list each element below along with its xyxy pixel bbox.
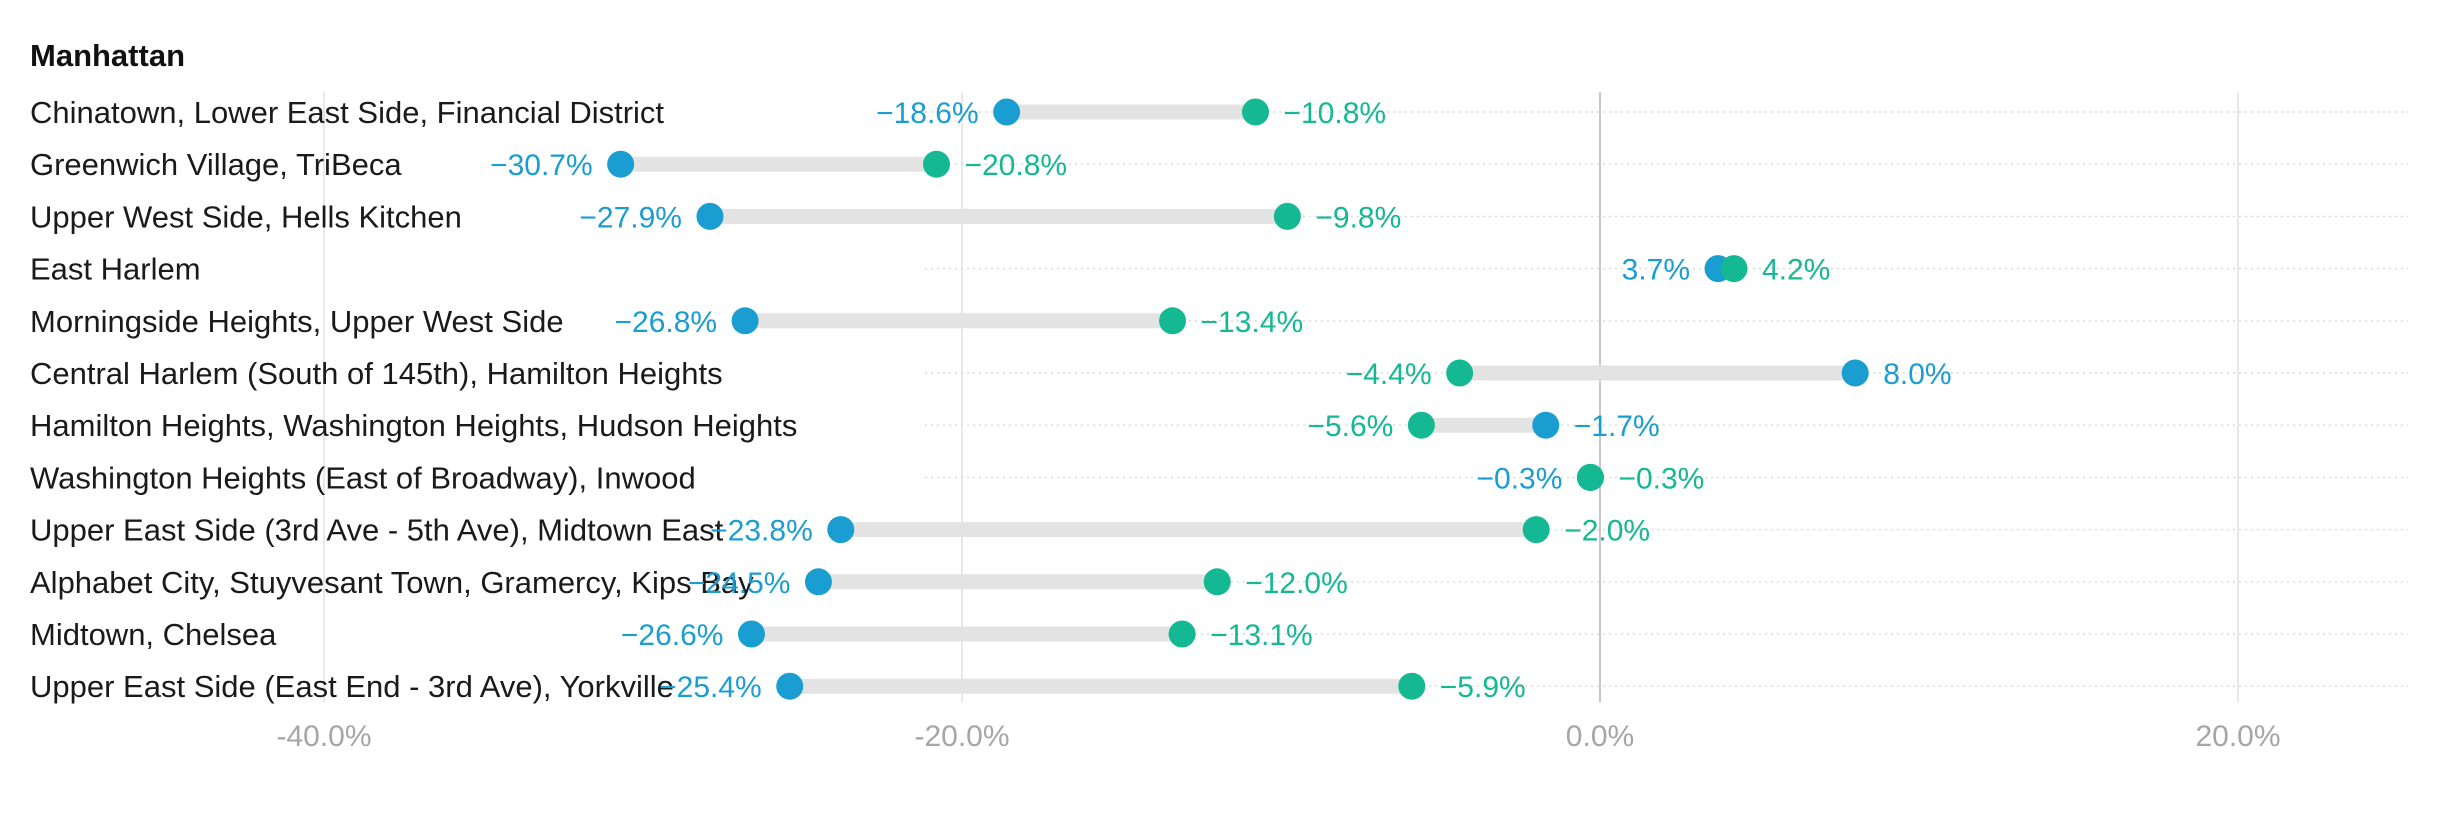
green-point (1168, 620, 1196, 648)
green-point (1203, 568, 1231, 596)
blue-value-label: −24.5% (688, 567, 791, 600)
green-point (1720, 255, 1748, 283)
row-label: Chinatown, Lower East Side, Financial Di… (30, 95, 664, 130)
green-value-label: −13.4% (1201, 306, 1304, 339)
row-label: Upper East Side (East End - 3rd Ave), Yo… (30, 669, 674, 704)
row-label: Central Harlem (South of 145th), Hamilto… (30, 356, 723, 391)
blue-value-label: −30.7% (490, 149, 593, 182)
green-value-label: −13.1% (1210, 619, 1313, 652)
blue-value-label: −26.8% (614, 306, 717, 339)
green-value-label: 4.2% (1762, 254, 1830, 287)
green-point (1398, 672, 1426, 700)
row-label: Greenwich Village, TriBeca (30, 147, 402, 182)
blue-point (607, 150, 635, 178)
blue-value-label: −23.8% (710, 515, 813, 548)
blue-point (731, 307, 759, 335)
blue-point (804, 568, 832, 596)
blue-point (1532, 411, 1560, 439)
row-label: Midtown, Chelsea (30, 617, 277, 652)
green-point (1576, 463, 1604, 491)
green-value-label: −10.8% (1283, 97, 1386, 130)
blue-value-label: −1.7% (1574, 410, 1660, 443)
green-value-label: −9.8% (1315, 201, 1401, 234)
blue-point (827, 516, 855, 544)
blue-value-label: −18.6% (876, 97, 979, 130)
chart-title: Manhattan (30, 38, 185, 73)
blue-point (737, 620, 765, 648)
x-tick-label: -40.0% (276, 720, 371, 753)
x-tick-label: 20.0% (2195, 720, 2280, 753)
green-point (1273, 202, 1301, 230)
green-point (1159, 307, 1187, 335)
blue-point (696, 202, 724, 230)
blue-value-label: −25.4% (659, 671, 762, 704)
blue-value-label: −0.3% (1477, 462, 1563, 495)
x-tick-label: 0.0% (1566, 720, 1634, 753)
green-value-label: −5.6% (1307, 410, 1393, 443)
row-label: East Harlem (30, 252, 201, 287)
blue-point (776, 672, 804, 700)
row-label: Upper East Side (3rd Ave - 5th Ave), Mid… (30, 513, 724, 548)
green-point (1446, 359, 1474, 387)
green-point (1522, 516, 1550, 544)
blue-value-label: 8.0% (1883, 358, 1951, 391)
green-value-label: −12.0% (1245, 567, 1348, 600)
green-value-label: −0.3% (1618, 462, 1704, 495)
green-point (1241, 98, 1269, 126)
green-value-label: −5.9% (1440, 671, 1526, 704)
blue-value-label: −27.9% (579, 201, 682, 234)
green-value-label: −4.4% (1346, 358, 1432, 391)
x-tick-label: -20.0% (914, 720, 1009, 753)
row-label: Washington Heights (East of Broadway), I… (30, 460, 696, 495)
row-label: Upper West Side, Hells Kitchen (30, 199, 462, 234)
blue-point (1841, 359, 1869, 387)
blue-value-label: −26.6% (621, 619, 724, 652)
row-label: Hamilton Heights, Washington Heights, Hu… (30, 408, 797, 443)
green-value-label: −20.8% (964, 149, 1067, 182)
row-label: Morningside Heights, Upper West Side (30, 304, 564, 339)
green-point (1407, 411, 1435, 439)
row-label: Alphabet City, Stuyvesant Town, Gramercy… (30, 565, 754, 600)
blue-value-label: 3.7% (1622, 254, 1690, 287)
green-point (922, 150, 950, 178)
green-value-label: −2.0% (1564, 515, 1650, 548)
blue-point (993, 98, 1021, 126)
